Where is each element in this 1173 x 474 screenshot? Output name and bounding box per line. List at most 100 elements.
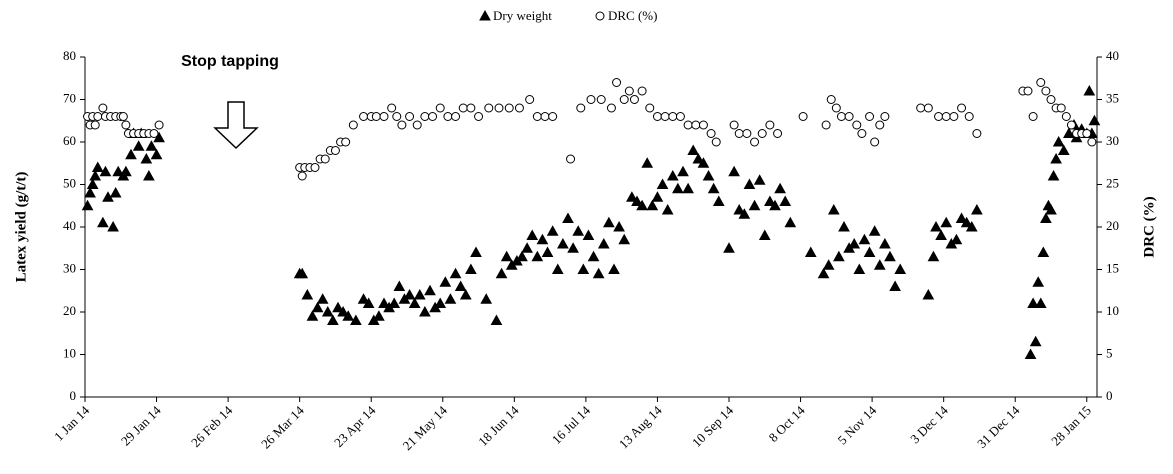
marker [1056,103,1066,113]
marker [378,297,390,308]
x-tick-label: 16 Jul 14 [549,402,594,447]
marker [474,112,484,121]
marker [413,288,426,300]
marker [320,154,330,164]
marker [618,233,631,245]
marker [1047,169,1060,181]
marker [379,112,389,121]
marker [965,220,978,232]
marker [531,250,544,262]
x-tick-label: 8 Oct 14 [766,402,809,445]
marker [612,78,622,87]
marker [672,182,684,194]
marker [852,120,862,130]
marker [651,191,664,202]
marker [466,103,476,113]
marker [143,169,155,181]
marker [728,165,740,177]
marker [629,95,639,104]
marker [586,95,596,104]
marker [526,229,539,240]
marker [636,199,648,211]
marker [863,246,876,257]
marker [692,152,705,164]
marker [608,263,620,274]
x-tick-label: 3 Dec 14 [907,402,951,446]
marker [342,310,355,321]
x-tick-label: 21 May 14 [400,402,451,453]
marker [817,267,830,279]
marker [666,169,679,181]
x-tick-label: 26 Feb 14 [188,402,236,450]
marker [296,267,309,279]
marker [541,246,554,257]
marker [1024,348,1037,359]
y-tick-label: 70 [63,90,76,105]
marker [734,129,744,138]
marker [316,293,329,304]
marker [392,112,402,121]
y-tick-label: 40 [63,218,76,233]
annotation: Stop tapping [181,53,279,70]
marker [934,112,944,121]
marker [733,203,746,215]
marker [587,250,600,262]
marker [321,305,334,317]
marker [857,129,867,138]
marker [596,95,606,104]
x-tick-label: 13 Aug 14 [616,402,665,451]
marker [858,233,871,245]
marker [540,112,550,121]
marker [145,140,158,151]
marker [428,112,438,121]
marker [567,242,579,253]
marker [613,220,625,232]
marker [742,129,752,138]
marker [972,129,982,138]
marker [697,157,710,168]
marker [388,297,401,308]
marker [1066,120,1076,130]
marker [960,216,973,228]
marker [500,250,513,262]
marker [1037,246,1050,257]
marker [81,199,94,211]
marker [516,250,528,262]
marker [865,112,875,121]
marker [419,305,431,317]
marker [711,137,721,147]
marker [89,169,102,181]
marker [779,195,792,206]
marker [592,267,605,279]
marker [443,112,453,121]
x-tick-label: 18 Jun 14 [475,402,522,449]
marker [729,120,739,130]
marker [774,182,786,194]
marker [1046,95,1056,104]
marker [844,112,854,121]
marker [484,103,494,113]
marker [306,310,319,321]
y2-tick-label: 40 [1106,48,1119,63]
marker [546,225,559,236]
marker [879,237,891,249]
marker [504,103,514,113]
y-tick-label: 10 [63,345,76,360]
marker [1034,297,1047,308]
marker [121,120,131,130]
marker [153,131,165,143]
marker [597,237,610,249]
marker [1088,114,1101,126]
y2-tick-label: 25 [1106,175,1119,190]
marker [769,199,781,211]
marker [359,112,369,121]
marker [449,267,462,279]
marker [765,120,775,130]
marker [1087,137,1097,147]
marker [971,203,983,215]
marker [393,280,406,291]
y-tick-label: 30 [63,260,76,275]
marker [470,246,482,257]
marker [698,120,708,130]
marker [434,297,447,308]
